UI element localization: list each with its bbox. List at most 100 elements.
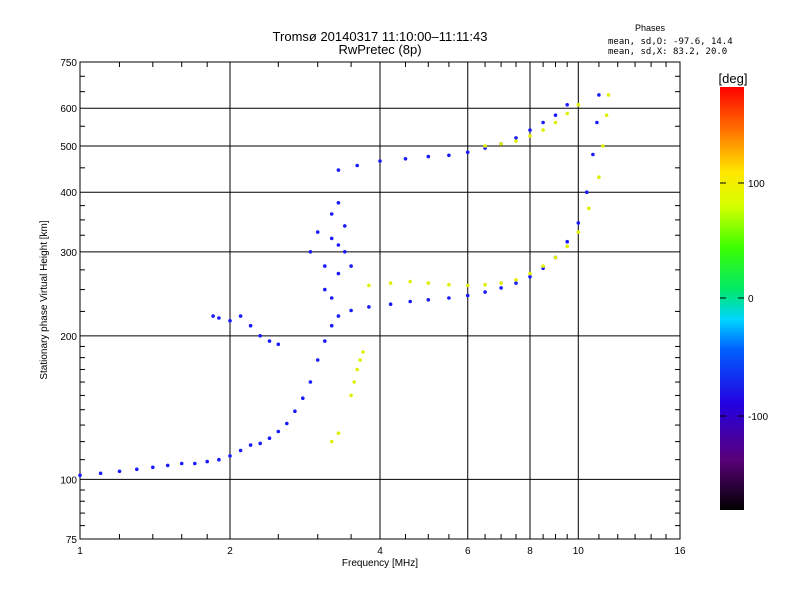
- data-point: [499, 281, 503, 285]
- y-tick-label: 400: [60, 188, 77, 199]
- data-point: [329, 323, 334, 328]
- data-point: [585, 190, 589, 194]
- data-point: [267, 339, 272, 343]
- data-point: [336, 243, 341, 247]
- colorbar-tick-label: 100: [748, 179, 765, 190]
- data-point: [514, 278, 518, 282]
- data-point: [258, 334, 263, 338]
- x-tick-label: 4: [377, 546, 383, 557]
- stats-line-x: mean, sd,X: 83.2, 20.0: [608, 47, 727, 57]
- data-point: [378, 159, 382, 163]
- data-point: [285, 421, 289, 426]
- data-point: [597, 93, 601, 97]
- x-tick-labels: 1 2 4 6 8 10 16: [77, 546, 686, 557]
- x-axis-label: Frequency [MHz]: [342, 558, 418, 569]
- data-point: [211, 314, 215, 318]
- data-point: [267, 436, 272, 441]
- y-tick-label: 750: [60, 58, 77, 69]
- data-point: [447, 296, 451, 300]
- data-point: [308, 380, 313, 384]
- data-point: [576, 221, 581, 225]
- data-point: [205, 459, 209, 464]
- data-point: [179, 461, 184, 466]
- data-point: [426, 154, 431, 159]
- data-point: [355, 163, 360, 168]
- data-point: [323, 287, 327, 292]
- chart-title: Tromsø 20140317 11:10:00–11:11:43: [273, 29, 488, 44]
- data-point: [465, 293, 470, 298]
- y-tick-label: 600: [60, 104, 77, 115]
- data-point: [293, 409, 297, 414]
- data-point: [336, 201, 341, 205]
- data-point: [276, 429, 281, 434]
- data-point: [329, 212, 334, 216]
- axis-ticks: [80, 62, 680, 539]
- data-point: [565, 239, 569, 244]
- data-point: [248, 443, 253, 447]
- data-point: [541, 120, 545, 125]
- colorbar-ticks: [720, 182, 744, 417]
- y-axis-label: Stationary phase Virtual Height [km]: [39, 220, 50, 380]
- x-tick-label: 2: [227, 546, 233, 557]
- data-point: [447, 153, 451, 158]
- data-point: [565, 244, 569, 249]
- data-point: [553, 120, 558, 125]
- x-tick-label: 6: [465, 546, 471, 557]
- data-point: [336, 431, 341, 436]
- data-point: [408, 279, 413, 284]
- data-point: [336, 168, 341, 172]
- grid-lines: [80, 62, 680, 539]
- x-tick-label: 16: [674, 546, 686, 557]
- data-point: [565, 103, 569, 107]
- data-points: [78, 93, 611, 478]
- data-point: [595, 120, 599, 125]
- y-tick-label: 200: [60, 332, 77, 343]
- y-tick-label: 75: [66, 535, 78, 546]
- data-point: [329, 296, 334, 300]
- data-point: [483, 282, 487, 287]
- data-point: [367, 305, 371, 309]
- data-point: [553, 255, 558, 260]
- data-point: [343, 250, 347, 254]
- data-point: [258, 441, 263, 446]
- data-point: [388, 281, 393, 285]
- stats-line-o: mean, sd,O: -97.6, 14.4: [608, 37, 733, 47]
- data-point: [587, 206, 591, 211]
- data-point: [483, 144, 487, 148]
- data-point: [597, 175, 601, 179]
- data-point: [343, 224, 347, 228]
- data-point: [238, 314, 243, 318]
- data-point: [98, 471, 103, 476]
- colorbar-tick-label: 0: [748, 294, 754, 305]
- data-point: [528, 274, 532, 279]
- data-point: [553, 113, 558, 117]
- data-point: [408, 299, 413, 304]
- data-point: [151, 465, 155, 470]
- data-point: [349, 308, 353, 313]
- chart-subtitle: RwPretec (8p): [338, 42, 421, 57]
- data-point: [565, 111, 569, 116]
- data-point: [514, 281, 518, 285]
- data-point: [165, 463, 170, 468]
- data-point: [576, 230, 581, 234]
- data-point: [323, 264, 327, 268]
- x-tick-label: 1: [77, 546, 83, 557]
- data-point: [426, 281, 431, 285]
- data-point: [217, 457, 221, 462]
- data-point: [447, 282, 451, 287]
- data-point: [78, 473, 82, 478]
- data-point: [499, 142, 503, 146]
- data-point: [336, 271, 341, 276]
- data-point: [301, 396, 305, 401]
- data-point: [228, 319, 232, 323]
- data-point: [528, 128, 532, 132]
- data-point: [367, 283, 371, 288]
- data-point: [238, 448, 243, 453]
- data-point: [514, 139, 518, 143]
- data-point: [276, 342, 281, 347]
- data-point: [329, 439, 334, 444]
- y-tick-label: 300: [60, 248, 77, 259]
- data-point: [483, 290, 487, 294]
- data-point: [135, 467, 139, 472]
